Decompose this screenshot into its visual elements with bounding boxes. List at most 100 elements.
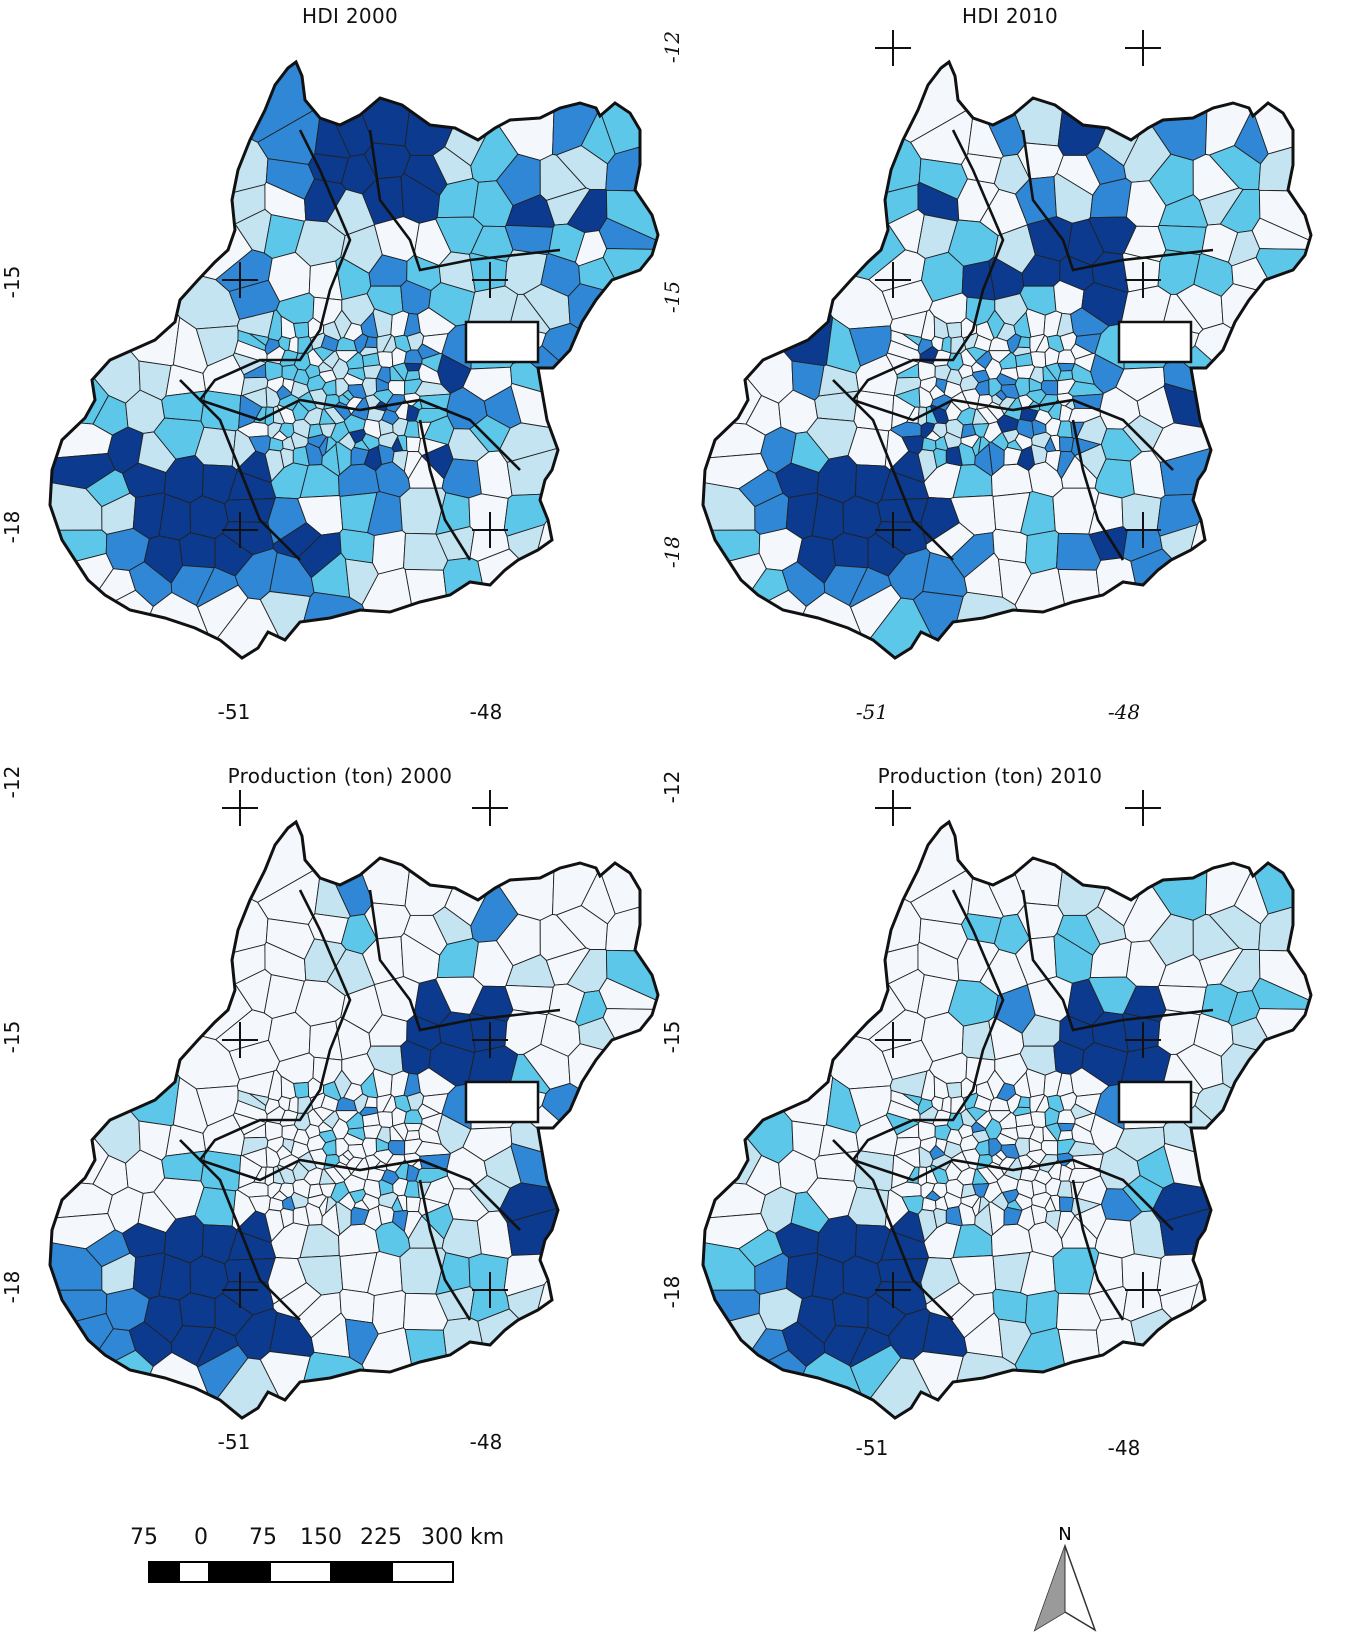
municipality [531, 1207, 658, 1418]
municipality [1255, 248, 1311, 350]
municipality [1121, 1253, 1162, 1291]
cross-icon [875, 30, 911, 66]
mesoregion-boundary [198, 889, 352, 1161]
municipality [178, 1292, 216, 1329]
mesoregion-boundary [1021, 889, 1214, 1032]
municipality [703, 936, 906, 1041]
municipality [372, 1290, 406, 1335]
municipality [703, 176, 906, 281]
y-tick-label: -12 [660, 30, 684, 64]
municipality [703, 164, 834, 367]
north-label: N [1058, 1524, 1071, 1545]
municipality [814, 390, 859, 422]
choropleth-map [701, 790, 1313, 1420]
mesoregion-boundary [179, 379, 301, 561]
municipality [567, 1043, 658, 1162]
cross-icon [1125, 1272, 1161, 1308]
panel-title: Production (ton) 2000 [227, 764, 453, 788]
municipality [877, 1258, 929, 1283]
mesoregion-boundary [851, 129, 1005, 401]
municipality [531, 447, 658, 658]
municipality [814, 1150, 859, 1182]
y-tick-label: -18 [0, 510, 24, 544]
municipality [364, 336, 378, 349]
choropleth-map [48, 790, 660, 1420]
cross-icon [875, 1022, 911, 1058]
municipality [933, 315, 950, 340]
municipality [703, 589, 807, 658]
municipality [703, 62, 922, 206]
municipality [1255, 1008, 1311, 1110]
municipality [364, 1096, 378, 1109]
municipality [1252, 62, 1311, 155]
federal-district [464, 320, 540, 364]
cross-icon [1125, 1022, 1161, 1058]
mesoregion-boundary [832, 379, 954, 561]
municipality [1184, 447, 1311, 658]
municipality [280, 1075, 297, 1100]
mesoregion-boundary [198, 129, 352, 401]
y-tick-label: -15 [0, 265, 24, 299]
municipality [210, 1357, 296, 1418]
state-outline [701, 59, 1313, 660]
municipality [877, 498, 929, 523]
municipality [421, 444, 454, 480]
municipality [224, 1258, 276, 1283]
federal-district [1117, 1080, 1193, 1124]
municipality [541, 322, 658, 457]
y-tick-label: -15 [660, 1020, 684, 1054]
municipality [1184, 1207, 1311, 1418]
cross-icon [222, 512, 258, 548]
municipality [946, 321, 963, 339]
municipality [372, 530, 406, 575]
municipality [468, 493, 509, 531]
mesoregion-boundary [418, 1179, 472, 1321]
municipality [50, 924, 181, 1127]
mesoregion-boundary [1071, 1179, 1125, 1321]
municipality [50, 1349, 154, 1418]
municipality [50, 164, 181, 367]
cross-icon [1125, 30, 1161, 66]
mesoregion-boundary [179, 1139, 301, 1321]
municipality [1017, 336, 1031, 349]
municipality [703, 822, 922, 966]
map-panel-production-2000: Production (ton) 2000 -12 -15 -18 -51 -4… [0, 760, 660, 1520]
north-arrow-icon: N [1033, 1524, 1097, 1632]
federal-district [1117, 320, 1193, 364]
cross-icon [222, 1272, 258, 1308]
municipality [50, 552, 114, 658]
scale-label: 300 km [421, 1525, 505, 1550]
cross-icon [1125, 790, 1161, 826]
panel-title: Production (ton) 2010 [877, 764, 1103, 788]
mesoregion-boundary [832, 1139, 954, 1321]
municipality [602, 248, 658, 350]
federal-district [464, 1080, 540, 1124]
cross-icon [1125, 512, 1161, 548]
municipality [50, 936, 253, 1041]
mesoregion-boundary [368, 889, 561, 1032]
cross-icon [1125, 262, 1161, 298]
municipality [831, 532, 869, 569]
municipality [161, 1150, 206, 1182]
cross-icon [875, 1272, 911, 1308]
cross-icon [875, 790, 911, 826]
scale-label: 150 [300, 1525, 342, 1550]
mesoregion-boundary [418, 419, 472, 561]
municipality [602, 1008, 658, 1110]
municipality [477, 548, 606, 658]
municipality [1220, 1043, 1311, 1162]
panel-title: HDI 2000 [302, 4, 398, 28]
municipality [703, 1312, 767, 1418]
municipality [541, 1082, 658, 1217]
y-tick-label: -18 [0, 1270, 24, 1304]
y-tick-label: -12 [660, 770, 684, 804]
mesoregion-boundary [851, 889, 1005, 1161]
municipality [863, 1357, 949, 1418]
x-tick-label: -51 [217, 1430, 251, 1454]
municipality [1017, 1096, 1031, 1109]
mesoregion-boundary [852, 398, 1174, 471]
cross-icon [472, 1022, 508, 1058]
map-panel-production-2010: Production (ton) 2010 -12 -15 -18 -51 -4… [660, 760, 1320, 1520]
scale-label: 0 [194, 1525, 208, 1550]
municipality [1194, 322, 1311, 457]
